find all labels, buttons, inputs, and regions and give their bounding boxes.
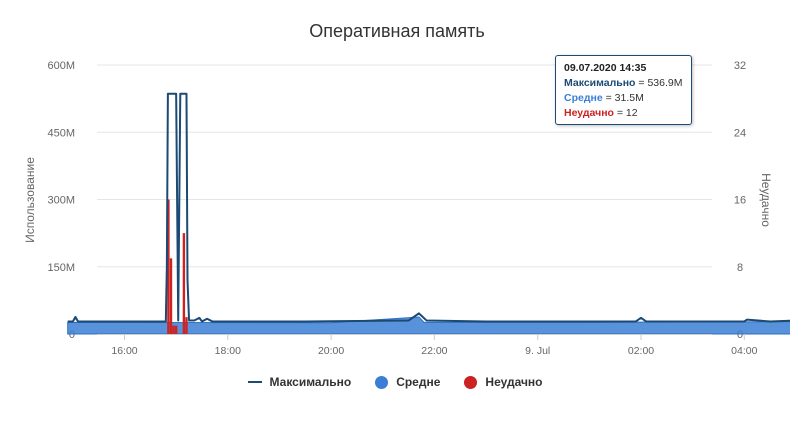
y-axis-title-right: Неудачно [759, 173, 773, 227]
failed-column [167, 199, 170, 334]
legend-dot-marker [464, 375, 478, 389]
legend-label-failed: Неудачно [485, 375, 543, 389]
legend-label-avg: Средне [396, 375, 441, 389]
legend-item-max[interactable]: Максимально [247, 375, 352, 389]
y-axis-title-left: Использование [23, 157, 37, 243]
tooltip-label-failed: Неудачно [564, 107, 614, 119]
failed-column [185, 317, 188, 334]
x-tick-label: 02:00 [628, 345, 654, 357]
x-tick-label: 18:00 [215, 345, 241, 357]
failed-column [182, 233, 186, 334]
tooltip-value-failed: = 12 [613, 107, 638, 119]
chart-tooltip: 09.07.2020 14:35 Максимально = 536.9M Ср… [555, 55, 692, 125]
failed-column [169, 258, 173, 334]
y-axis-right: 0 8 16 24 32 [734, 60, 746, 341]
legend-line-marker [247, 381, 262, 383]
tooltip-date: 09.07.2020 14:35 [564, 62, 647, 74]
max-line [67, 92, 790, 323]
y-tick-label-right: 0 [737, 329, 743, 341]
legend-item-avg[interactable]: Средне [375, 375, 440, 389]
legend-dot-marker [375, 375, 389, 389]
y-tick-label-left: 0 [69, 329, 75, 341]
tooltip-row-avg: Средне = 31.5M [564, 91, 683, 106]
series-failed-columns[interactable] [167, 115, 790, 334]
x-tick-label: 04:00 [731, 345, 757, 357]
x-tick-label: 22:00 [421, 345, 447, 357]
y-tick-label-right: 8 [737, 262, 743, 274]
y-tick-label-left: 150M [47, 262, 75, 274]
series-average-area[interactable] [67, 307, 790, 335]
tooltip-label-max: Максимально [564, 77, 636, 89]
x-tick-label: 16:00 [111, 345, 137, 357]
y-tick-label-right: 32 [734, 60, 746, 72]
series-max-line[interactable] [67, 92, 790, 323]
chart-title: Оперативная память [309, 21, 484, 41]
y-tick-label-left: 300M [47, 195, 75, 207]
average-area [67, 316, 790, 335]
tooltip-row-max: Максимально = 536.9M [564, 76, 683, 91]
x-tick-label: 9. Jul [525, 345, 550, 357]
failed-column [174, 325, 178, 334]
tooltip-label-avg: Средне [564, 92, 603, 104]
y-axis-left: 0 150M 300M 450M 600M [47, 60, 75, 341]
tooltip-value-max: = 536.9M [635, 77, 683, 89]
chart-legend: Максимально Средне Неудачно [0, 370, 790, 394]
tooltip-row-failed: Неудачно = 12 [564, 106, 683, 121]
legend-item-failed[interactable]: Неудачно [464, 375, 543, 389]
y-tick-label-right: 24 [734, 127, 746, 139]
y-tick-label-right: 16 [734, 195, 746, 207]
y-tick-label-left: 600M [47, 60, 75, 72]
y-tick-label-left: 450M [47, 127, 75, 139]
failed-column [172, 325, 175, 334]
tooltip-value-avg: = 31.5M [602, 92, 644, 104]
legend-label-max: Максимально [269, 375, 352, 389]
x-tick-label: 20:00 [318, 345, 344, 357]
